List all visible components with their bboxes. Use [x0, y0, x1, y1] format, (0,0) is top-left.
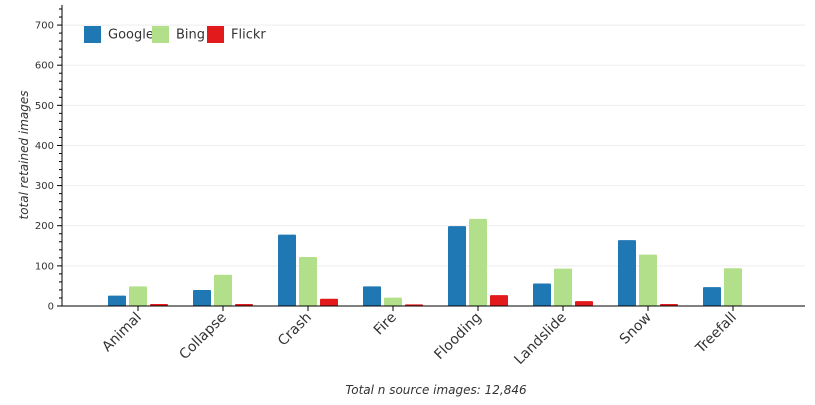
y-tick-label: 0 — [48, 302, 54, 313]
bar-google-treefall — [703, 287, 721, 306]
bar-flickr-snow — [660, 303, 678, 306]
bar-bing-landslide — [554, 268, 572, 306]
legend-swatch-bing — [152, 26, 169, 43]
x-tick-label: Snow — [617, 310, 655, 348]
bar-google-fire — [363, 286, 381, 306]
x-tick-label: Collapse — [176, 310, 229, 363]
x-tick-label: Treefall — [692, 310, 740, 358]
legend-swatch-flickr — [207, 26, 224, 43]
bar-bing-flooding — [469, 218, 487, 306]
bar-bing-fire — [384, 297, 402, 306]
bar-google-flooding — [448, 226, 466, 306]
bar-bing-crash — [299, 257, 317, 306]
legend-label-bing: Bing — [176, 28, 205, 43]
bar-bing-treefall — [724, 268, 742, 306]
y-tick-label: 700 — [35, 21, 54, 32]
legend-label-google: Google — [108, 28, 154, 43]
y-tick-label: 600 — [35, 61, 54, 72]
legend-label-flickr: Flickr — [231, 28, 266, 43]
bar-flickr-animal — [150, 303, 168, 306]
y-tick-label: 300 — [35, 181, 54, 192]
bar-flickr-collapse — [235, 303, 253, 306]
grid-layer — [62, 24, 805, 267]
x-tick-label: Flooding — [431, 310, 484, 363]
bars-layer — [108, 218, 742, 306]
bar-google-collapse — [193, 289, 211, 306]
y-tick-label: 200 — [35, 221, 54, 232]
x-axis-title: Total n source images: 12,846 — [345, 383, 527, 397]
bar-bing-collapse — [214, 274, 232, 306]
bar-bing-animal — [129, 286, 147, 306]
bar-google-crash — [278, 234, 296, 306]
y-tick-label: 400 — [35, 141, 54, 152]
legend-swatch-google — [84, 26, 101, 43]
bar-google-animal — [108, 295, 126, 306]
y-tick-label: 100 — [35, 261, 54, 272]
x-tick-label: Crash — [275, 310, 315, 350]
legend: Google Bing Flickr — [84, 26, 266, 43]
bar-google-snow — [618, 240, 636, 306]
axes-layer: Animal Collapse Crash Fire Flooding Landslide… — [35, 5, 805, 368]
y-tick-label: 500 — [35, 101, 54, 112]
bar-bing-snow — [639, 254, 657, 306]
x-tick-label: Fire — [371, 310, 400, 339]
bar-google-landslide — [533, 283, 551, 306]
x-tick-label: Landslide — [511, 310, 569, 368]
y-axis-title: total retained images — [17, 90, 31, 219]
x-tick-label: Animal — [99, 310, 145, 356]
bar-flickr-landslide — [575, 301, 593, 306]
bar-flickr-crash — [320, 298, 338, 306]
bar-flickr-flooding — [490, 295, 508, 306]
